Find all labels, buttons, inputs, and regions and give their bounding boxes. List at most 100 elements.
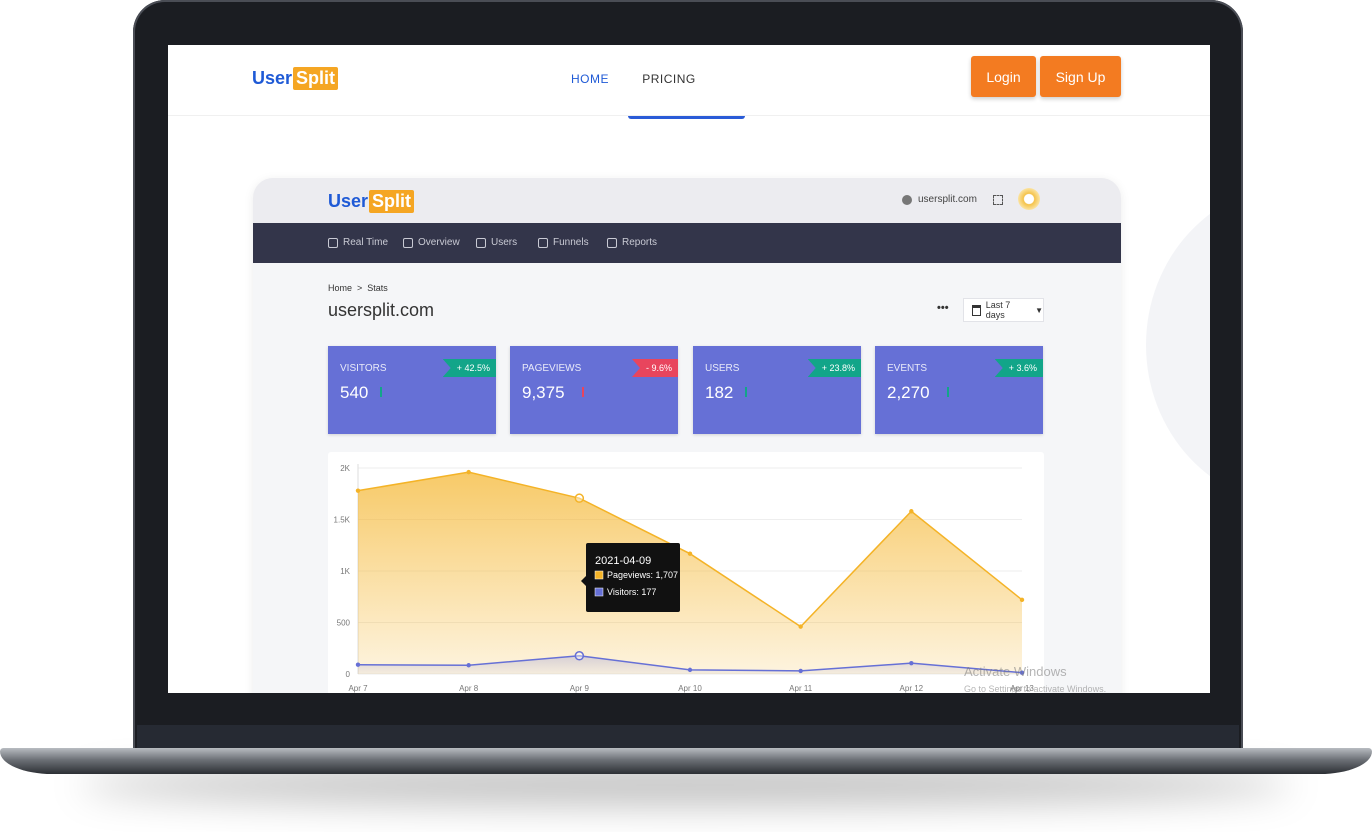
y-tick-label: 0 [346,670,351,679]
watermark-text: Go to Settings to activate Windows. [964,684,1107,693]
stat-value: 540 [340,383,369,402]
x-tick-label: Apr 9 [570,684,590,693]
tooltip-box [586,543,680,612]
menu-label: Reports [622,237,658,248]
menu-item[interactable]: Users [476,237,517,248]
tooltip-swatch [594,570,604,580]
avatar[interactable] [1018,188,1040,210]
point [798,624,803,629]
point [687,551,693,556]
tooltip-title: 2021-04-09 [595,555,651,567]
menu-label: Overview [418,237,460,248]
stat-change: - 9.6% [631,359,678,377]
stat-label: VISITORS [340,363,387,374]
point [687,667,693,673]
menu-item[interactable]: Reports [607,237,657,248]
area [358,655,1022,674]
breadcrumb-sep: > [357,283,363,293]
x-tick-label: Apr 11 [789,684,813,693]
fullscreen-icon[interactable] [993,195,1003,205]
y-tick-label: 1.5K [334,516,351,525]
date-range-text: Last 7 days [985,300,1011,320]
menu-item[interactable]: Funnels [538,237,589,248]
stat-label: PAGEVIEWS [522,363,582,374]
point [909,660,914,666]
point [1019,670,1025,675]
y-tick-label: 2K [340,464,350,473]
x-tick-label: Apr 13 [1010,684,1034,693]
laptop-hinge [137,725,1239,750]
breadcrumb-item: Stats [367,283,388,293]
point [355,662,361,667]
more-button[interactable]: ••• [937,302,949,314]
y-tick-label: 1K [340,567,350,576]
nav-link[interactable]: PRICING [642,72,696,86]
logo-left: User [328,191,369,211]
menu-icon [607,237,617,248]
breadcrumb-item[interactable]: Home [328,283,353,293]
point [909,509,914,514]
x-tick-label: Apr 10 [678,684,702,693]
stat-value: 9,375 [522,383,565,402]
tooltip: 2021-04-09 Pageviews: 1,707 Visitors: 177 [581,543,680,612]
point [798,668,803,674]
stat-label: USERS [705,363,740,374]
menu-item[interactable]: Overview [403,237,460,248]
header: User Split HOME PRICING Login Sign Up [168,45,1210,116]
stat-card: USERS 182 + 23.8% [693,346,861,434]
tooltip-line: Visitors: 177 [607,587,656,597]
menu-icon [403,237,413,248]
site-selector[interactable]: usersplit.com [918,194,977,205]
dashboard: User Split usersplit.com Real Time Overvie… [253,178,1121,693]
tooltip-swatch [594,587,604,597]
tooltip-caret [581,576,586,586]
point [1019,597,1025,603]
screen: User Split HOME PRICING Login Sign Up Use… [168,45,1210,693]
logo-right: Split [369,190,415,213]
point [355,488,361,493]
chart: 0 500 1K 1.5K 2K Apr 7 Apr 8 Apr 9 Apr 10 Apr 11 A… [334,464,1034,693]
nav-link[interactable]: HOME [571,72,609,86]
x-tick-label: Apr 7 [348,684,368,693]
nav-underline [628,116,745,119]
stat-change: + 3.6% [994,359,1043,377]
menu-label: Users [491,237,518,248]
area [358,472,1022,674]
menu-label: Funnels [553,237,589,248]
signup-button[interactable]: Sign Up [1040,56,1121,97]
bg-shape [1146,185,1210,505]
dash-menu: Real Time Overview Users Funnels Reports [253,223,1121,263]
calendar-icon [972,304,981,316]
site-icon [902,195,912,205]
menu-label: Real Time [343,237,389,248]
menu-icon [538,237,548,248]
watermark-title: Activate Windows [964,664,1067,679]
date-range[interactable]: Last 7 days ▼ [963,298,1044,322]
point [466,663,471,668]
dash-logo: User Split [328,190,415,213]
point [466,469,471,475]
chevron: ▼ [1035,305,1043,315]
logo-right: Split [293,67,339,90]
x-tick-label: Apr 12 [900,684,924,693]
breadcrumb: Home > Stats [328,283,388,293]
menu-icon [328,237,338,248]
stat-card: VISITORS 540 + 42.5% [328,346,496,434]
stat-value: 182 [705,383,734,402]
y-tick-label: 500 [337,619,351,628]
login-button[interactable]: Login [971,56,1036,97]
laptop-base [0,748,1372,774]
stat-change: + 42.5% [442,359,496,377]
logo-left: User [252,68,293,88]
trend-arrow [745,387,747,397]
tooltip-line: Pageviews: 1,707 [607,570,678,580]
stat-label: EVENTS [887,363,928,374]
trend-arrow [582,387,584,397]
logo: User Split [252,67,339,90]
menu-item[interactable]: Real Time [328,237,388,248]
trend-arrow [947,387,949,397]
trend-arrow [380,387,382,397]
stat-card: EVENTS 2,270 + 3.6% [875,346,1043,434]
stat-card: PAGEVIEWS 9,375 - 9.6% [510,346,678,434]
